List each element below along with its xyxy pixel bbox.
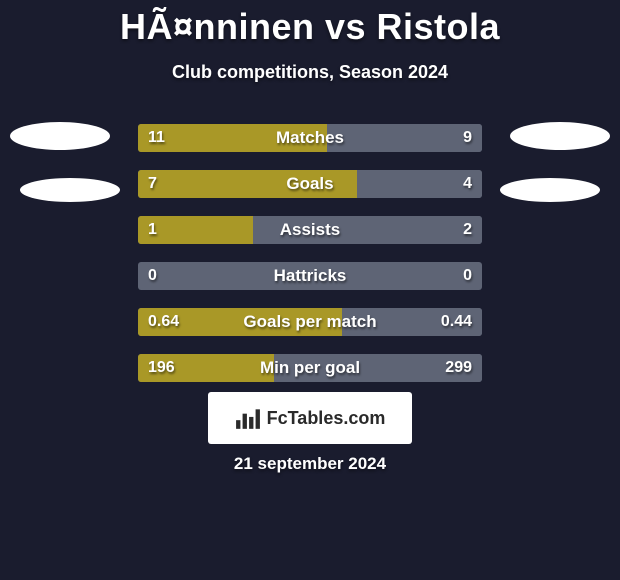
stat-value-right: 2	[463, 216, 472, 244]
page-title: HÃ¤nninen vs Ristola	[0, 0, 620, 48]
stat-row-assists: 1 Assists 2	[138, 216, 482, 244]
subtitle: Club competitions, Season 2024	[0, 62, 620, 83]
stat-row-matches: 11 Matches 9	[138, 124, 482, 152]
stat-row-hattricks: 0 Hattricks 0	[138, 262, 482, 290]
stat-label: Goals per match	[138, 308, 482, 336]
stats-container: 11 Matches 9 7 Goals 4 1 Assists 2 0 Hat…	[138, 124, 482, 400]
stat-label: Matches	[138, 124, 482, 152]
brand-link[interactable]: FcTables.com	[208, 392, 412, 444]
stat-value-right: 0	[463, 262, 472, 290]
stat-row-goals-per-match: 0.64 Goals per match 0.44	[138, 308, 482, 336]
date-label: 21 september 2024	[0, 454, 620, 474]
player-left-avatar-small	[20, 178, 120, 202]
stat-row-goals: 7 Goals 4	[138, 170, 482, 198]
player-left-avatar-large	[10, 122, 110, 150]
comparison-infographic: HÃ¤nninen vs Ristola Club competitions, …	[0, 0, 620, 580]
bar-chart-icon	[235, 407, 261, 429]
stat-value-right: 9	[463, 124, 472, 152]
brand-text: FcTables.com	[267, 408, 386, 429]
player-right-avatar-small	[500, 178, 600, 202]
stat-label: Goals	[138, 170, 482, 198]
player-right-avatar-large	[510, 122, 610, 150]
stat-label: Min per goal	[138, 354, 482, 382]
stat-label: Assists	[138, 216, 482, 244]
stat-value-right: 4	[463, 170, 472, 198]
stat-value-right: 0.44	[441, 308, 472, 336]
stat-label: Hattricks	[138, 262, 482, 290]
stat-value-right: 299	[445, 354, 472, 382]
stat-row-min-per-goal: 196 Min per goal 299	[138, 354, 482, 382]
